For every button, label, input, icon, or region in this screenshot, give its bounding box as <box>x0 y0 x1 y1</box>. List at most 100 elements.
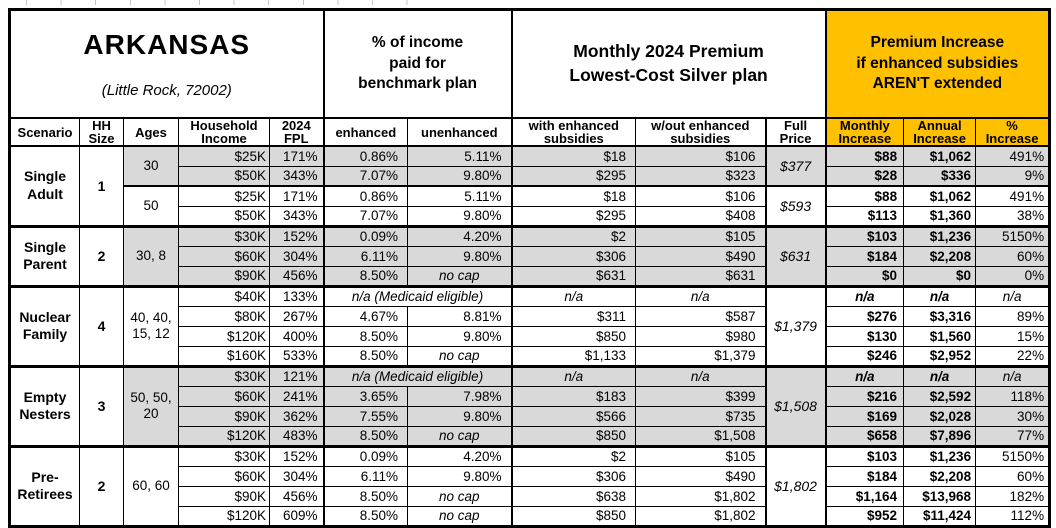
enhanced-pct-cell[interactable]: 8.50% <box>322 505 409 527</box>
group-header-benchmark-pct[interactable]: % of income paid for benchmark plan <box>322 9 513 119</box>
hh-size-cell[interactable]: 3 <box>79 364 124 447</box>
annual-increase-cell[interactable]: $1,062 <box>903 185 977 207</box>
hh-size-cell[interactable]: 2 <box>79 224 124 287</box>
col-header-enhanced[interactable]: enhanced <box>322 117 409 147</box>
scenario-cell[interactable]: Nuclear Family <box>9 284 80 367</box>
unenhanced-pct-cell[interactable]: 9.80% <box>407 325 513 347</box>
full-price-cell[interactable]: $1,508 <box>764 364 827 447</box>
enhanced-pct-cell[interactable]: 0.86% <box>322 185 409 207</box>
enhanced-pct-cell[interactable]: 0.86% <box>322 145 409 167</box>
premium-wout-subsidies-cell[interactable]: $1,802 <box>635 485 767 507</box>
annual-increase-cell[interactable]: $1,360 <box>903 205 977 227</box>
premium-with-subsidies-cell[interactable]: $295 <box>510 165 637 187</box>
premium-with-subsidies-cell[interactable]: $306 <box>510 465 637 487</box>
fpl-cell[interactable]: 343% <box>268 165 325 187</box>
premium-wout-subsidies-cell[interactable]: $408 <box>635 205 767 227</box>
premium-wout-na-cell[interactable]: n/a <box>635 284 767 307</box>
monthly-increase-cell[interactable]: $103 <box>824 224 905 247</box>
premium-with-subsidies-cell[interactable]: $850 <box>510 505 637 527</box>
fpl-cell[interactable]: 533% <box>268 345 325 367</box>
premium-with-subsidies-cell[interactable]: $566 <box>510 405 637 427</box>
fpl-cell[interactable]: 152% <box>268 224 325 247</box>
premium-wout-subsidies-cell[interactable]: $490 <box>635 245 767 267</box>
pct-increase-cell[interactable]: 118% <box>975 385 1051 407</box>
monthly-increase-na-cell[interactable]: n/a <box>824 364 905 387</box>
pct-increase-na-cell[interactable]: n/a <box>975 284 1051 307</box>
fpl-cell[interactable]: 304% <box>268 245 325 267</box>
annual-increase-cell[interactable]: $3,316 <box>903 305 977 327</box>
full-price-cell[interactable]: $593 <box>764 185 827 227</box>
enhanced-pct-cell[interactable]: 0.09% <box>322 444 409 467</box>
unenhanced-pct-cell[interactable]: 4.20% <box>407 444 513 467</box>
hh-size-cell[interactable]: 1 <box>79 145 124 227</box>
monthly-increase-cell[interactable]: $113 <box>824 205 905 227</box>
monthly-increase-cell[interactable]: $88 <box>824 145 905 167</box>
premium-with-subsidies-cell[interactable]: $295 <box>510 205 637 227</box>
ages-cell[interactable]: 50 <box>123 185 179 227</box>
pct-increase-cell[interactable]: 0% <box>975 265 1051 287</box>
enhanced-pct-cell[interactable]: 8.50% <box>322 485 409 507</box>
medicaid-na-cell[interactable]: n/a (Medicaid eligible) <box>322 284 513 307</box>
full-price-cell[interactable]: $631 <box>764 224 827 287</box>
annual-increase-cell[interactable]: $13,968 <box>903 485 977 507</box>
col-header-full-price[interactable]: Full Price <box>764 117 827 147</box>
pct-increase-cell[interactable]: 15% <box>975 325 1051 347</box>
hh-size-cell[interactable]: 4 <box>79 284 124 367</box>
enhanced-pct-cell[interactable]: 0.09% <box>322 224 409 247</box>
income-cell[interactable]: $50K <box>178 165 270 187</box>
unenhanced-pct-cell[interactable]: 9.80% <box>407 245 513 267</box>
unenhanced-pct-cell[interactable]: 9.80% <box>407 465 513 487</box>
unenhanced-pct-cell[interactable]: no cap <box>407 485 513 507</box>
medicaid-na-cell[interactable]: n/a (Medicaid eligible) <box>322 364 513 387</box>
scenario-cell[interactable]: Pre- Retirees <box>9 444 80 527</box>
premium-with-na-cell[interactable]: n/a <box>510 364 637 387</box>
full-price-cell[interactable]: $377 <box>764 145 827 187</box>
scenario-cell[interactable]: Single Parent <box>9 224 80 287</box>
unenhanced-pct-cell[interactable]: no cap <box>407 425 513 447</box>
unenhanced-pct-cell[interactable]: 9.80% <box>407 205 513 227</box>
ages-cell[interactable]: 30 <box>123 145 179 187</box>
premium-wout-subsidies-cell[interactable]: $735 <box>635 405 767 427</box>
income-cell[interactable]: $30K <box>178 444 270 467</box>
annual-increase-cell[interactable]: $0 <box>903 265 977 287</box>
unenhanced-pct-cell[interactable]: 9.80% <box>407 165 513 187</box>
income-cell[interactable]: $60K <box>178 385 270 407</box>
premium-wout-subsidies-cell[interactable]: $980 <box>635 325 767 347</box>
fpl-cell[interactable]: 267% <box>268 305 325 327</box>
fpl-cell[interactable]: 241% <box>268 385 325 407</box>
hh-size-cell[interactable]: 2 <box>79 444 124 527</box>
premium-with-na-cell[interactable]: n/a <box>510 284 637 307</box>
income-cell[interactable]: $40K <box>178 284 270 307</box>
premium-wout-na-cell[interactable]: n/a <box>635 364 767 387</box>
monthly-increase-cell[interactable]: $28 <box>824 165 905 187</box>
fpl-cell[interactable]: 171% <box>268 185 325 207</box>
col-header-fpl[interactable]: 2024 FPL <box>268 117 325 147</box>
premium-with-subsidies-cell[interactable]: $306 <box>510 245 637 267</box>
fpl-cell[interactable]: 456% <box>268 485 325 507</box>
col-header-annual-increase[interactable]: Annual Increase <box>903 117 977 147</box>
pct-increase-cell[interactable]: 5150% <box>975 224 1051 247</box>
enhanced-pct-cell[interactable]: 4.67% <box>322 305 409 327</box>
col-header-ages[interactable]: Ages <box>123 117 179 147</box>
monthly-increase-cell[interactable]: $276 <box>824 305 905 327</box>
income-cell[interactable]: $25K <box>178 145 270 167</box>
unenhanced-pct-cell[interactable]: no cap <box>407 265 513 287</box>
pct-increase-cell[interactable]: 5150% <box>975 444 1051 467</box>
income-cell[interactable]: $120K <box>178 505 270 527</box>
enhanced-pct-cell[interactable]: 7.07% <box>322 205 409 227</box>
enhanced-pct-cell[interactable]: 8.50% <box>322 265 409 287</box>
premium-wout-subsidies-cell[interactable]: $106 <box>635 185 767 207</box>
scenario-cell[interactable]: Empty Nesters <box>9 364 80 447</box>
income-cell[interactable]: $30K <box>178 364 270 387</box>
premium-wout-subsidies-cell[interactable]: $490 <box>635 465 767 487</box>
pct-increase-cell[interactable]: 491% <box>975 145 1051 167</box>
income-cell[interactable]: $60K <box>178 245 270 267</box>
fpl-cell[interactable]: 121% <box>268 364 325 387</box>
ages-cell[interactable]: 40, 40, 15, 12 <box>123 284 179 367</box>
premium-with-subsidies-cell[interactable]: $183 <box>510 385 637 407</box>
enhanced-pct-cell[interactable]: 3.65% <box>322 385 409 407</box>
premium-with-subsidies-cell[interactable]: $311 <box>510 305 637 327</box>
annual-increase-cell[interactable]: $2,952 <box>903 345 977 367</box>
unenhanced-pct-cell[interactable]: 9.80% <box>407 405 513 427</box>
ages-cell[interactable]: 60, 60 <box>123 444 179 527</box>
